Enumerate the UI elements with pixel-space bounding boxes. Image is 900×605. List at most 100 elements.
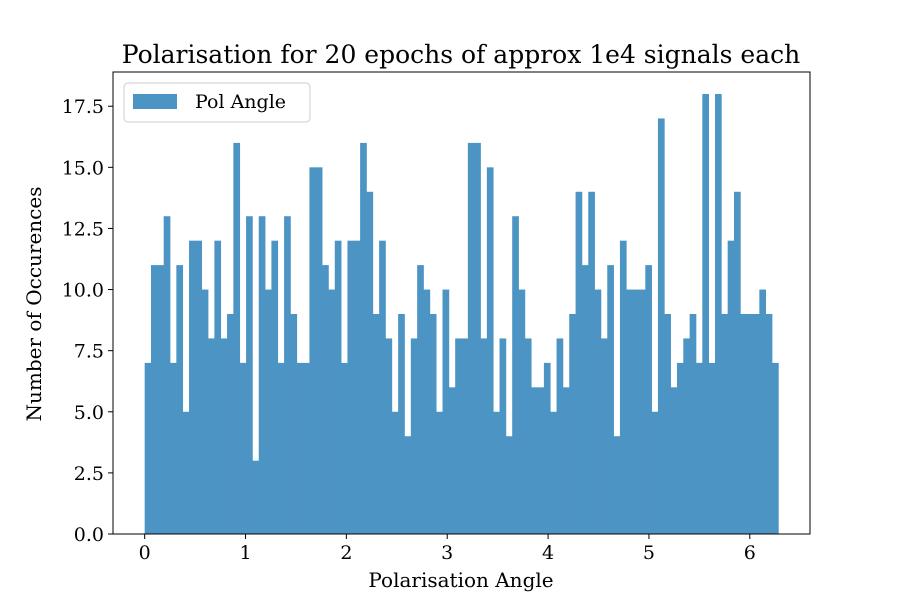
histogram-bar (746, 314, 754, 534)
axes-frame (112, 71, 811, 535)
histogram-bar (163, 216, 171, 534)
histogram-bar (239, 362, 247, 534)
histogram-bar (189, 240, 196, 535)
histogram-bar (227, 314, 234, 534)
histogram-bar (284, 216, 291, 534)
histogram-bar (271, 240, 279, 535)
histogram-bar (246, 216, 253, 534)
histogram-bar (537, 387, 545, 534)
histogram-bar (322, 265, 329, 534)
histogram-bar (214, 240, 222, 535)
histogram-bar (550, 411, 557, 534)
histogram-bar (702, 94, 709, 534)
y-tick-label: 5.0 (74, 402, 104, 424)
x-tick-label: 4 (542, 542, 554, 564)
histogram-bar (543, 362, 551, 534)
histogram-bar (733, 191, 741, 534)
histogram-bar (220, 338, 228, 534)
histogram-bar (208, 338, 215, 534)
legend: Pol Angle (123, 82, 311, 123)
histogram-bar (372, 314, 380, 534)
histogram-bar (474, 142, 481, 534)
histogram-bar (759, 289, 767, 534)
histogram-bar (708, 362, 716, 534)
histogram-bar (328, 289, 336, 534)
histogram-bar (277, 362, 285, 534)
histogram-bar (417, 265, 424, 534)
x-tick-label: 6 (744, 542, 756, 564)
histogram-bar (518, 289, 526, 534)
histogram-bar (296, 362, 304, 534)
histogram-bar (562, 387, 570, 534)
histogram-bar (144, 362, 152, 534)
histogram-bar (467, 142, 475, 534)
histogram-bar (315, 167, 323, 534)
histogram-bar (366, 191, 374, 534)
histogram-bar (170, 362, 177, 534)
histogram-bar (727, 240, 735, 535)
histogram-bar (740, 314, 748, 534)
histogram-bar (182, 411, 190, 534)
y-axis-label: Number of Occurences (22, 187, 46, 422)
histogram-bar (600, 338, 608, 534)
histogram-bar (410, 338, 418, 534)
x-tick-label: 1 (239, 542, 251, 564)
histogram-bar (448, 387, 456, 534)
histogram-bar (442, 289, 450, 534)
histogram-bar (651, 411, 659, 534)
histogram-bar (201, 289, 209, 534)
histogram-bar (429, 314, 437, 534)
histogram-bar (493, 411, 500, 534)
legend-label: Pol Angle (195, 91, 286, 113)
histogram-bar (353, 240, 361, 535)
y-tick-label: 2.5 (74, 463, 104, 485)
histogram-bar (265, 289, 272, 534)
x-tick-label: 3 (441, 542, 453, 564)
histogram-bar (195, 240, 203, 535)
histogram-bar (714, 94, 722, 534)
histogram-bar (588, 191, 595, 534)
histogram-bar (689, 314, 697, 534)
histogram-bar (531, 387, 538, 534)
histogram-bar (455, 338, 462, 534)
histogram-bar (765, 314, 773, 534)
histogram-bar (524, 338, 532, 534)
histogram-bar (309, 167, 317, 534)
histogram-bar (379, 240, 386, 535)
plot-frame (112, 71, 811, 535)
histogram-bar (670, 387, 678, 534)
histogram-bar (391, 411, 399, 534)
histogram-bar (772, 362, 779, 534)
bars-layer (144, 94, 779, 535)
histogram-bar (657, 118, 665, 534)
histogram-bar (157, 265, 165, 534)
histogram-bar (151, 265, 158, 534)
histogram-bar (638, 289, 646, 534)
histogram-bar (258, 216, 266, 534)
histogram-bar (341, 362, 348, 534)
histogram-bar (360, 142, 367, 534)
histogram-bar (334, 240, 342, 535)
histogram-bar (676, 362, 684, 534)
x-tick-label: 0 (139, 542, 151, 564)
histogram-bar (721, 314, 729, 534)
histogram-bar (753, 314, 760, 534)
histogram-bar (303, 362, 310, 534)
histogram-bar (385, 338, 393, 534)
histogram-bar (594, 289, 602, 534)
histogram-bar (233, 142, 241, 534)
histogram-bar (581, 265, 589, 534)
histogram-bar (569, 314, 576, 534)
y-tick-label: 17.5 (62, 96, 104, 118)
histogram-bar (607, 265, 614, 534)
chart-title: Polarisation for 20 epochs of approx 1e4… (122, 40, 800, 69)
histogram-bar (176, 265, 184, 534)
histogram-bar (252, 460, 260, 534)
histogram-bar (486, 167, 494, 534)
y-tick-label: 0.0 (74, 524, 104, 546)
histogram-bar (512, 216, 519, 534)
y-tick-label: 7.5 (74, 341, 104, 363)
ticks-layer: 0 1 2 3 4 5 6 0.0 2.5 5.0 7.5 10.0 12.5 15.0 17.5 (62, 96, 756, 564)
